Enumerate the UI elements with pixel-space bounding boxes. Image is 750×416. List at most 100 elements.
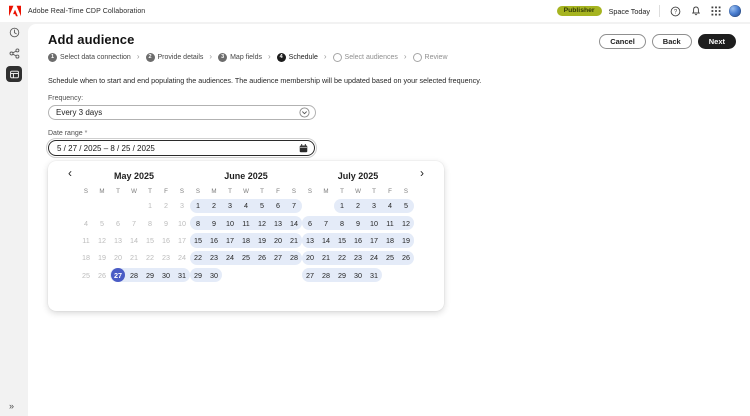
day-cell[interactable]: 9 [206, 214, 222, 231]
day-cell[interactable]: 11 [238, 214, 254, 231]
day-cell: 7 [132, 218, 136, 228]
help-icon[interactable]: ? [669, 5, 682, 18]
sidebar-item-collaborations[interactable] [6, 45, 22, 61]
day-cell[interactable]: 10 [366, 214, 382, 231]
day-cell[interactable]: 20 [270, 232, 286, 249]
day-cell[interactable]: 21 [286, 232, 302, 249]
day-cell[interactable]: 19 [254, 232, 270, 249]
day-cell[interactable]: 11 [382, 214, 398, 231]
day-cell[interactable]: 17 [366, 232, 382, 249]
back-button[interactable]: Back [651, 34, 692, 49]
day-cell[interactable]: 22 [334, 249, 350, 266]
previous-month-button[interactable]: ‹ [68, 166, 72, 180]
day-cell[interactable]: 9 [350, 214, 366, 231]
day-cell[interactable]: 27 [110, 267, 126, 284]
next-month-button[interactable]: › [420, 166, 424, 180]
day-cell: 13 [114, 235, 122, 245]
day-cell[interactable]: 5 [254, 197, 270, 214]
app-switcher-icon[interactable] [709, 5, 722, 18]
day-cell[interactable]: 28 [286, 249, 302, 266]
publisher-badge: Publisher [556, 5, 602, 17]
day-cell[interactable]: 22 [190, 249, 206, 266]
day-cell[interactable]: 1 [190, 197, 206, 214]
day-cell[interactable]: 16 [206, 232, 222, 249]
weekday-header: S [307, 188, 313, 195]
day-cell[interactable]: 18 [238, 232, 254, 249]
sidebar-item-audiences[interactable] [6, 66, 22, 82]
day-cell[interactable]: 8 [190, 214, 206, 231]
step-select-data-connection[interactable]: 1 Select data connection [48, 52, 131, 62]
day-cell[interactable]: 30 [158, 267, 174, 284]
day-cell[interactable]: 25 [382, 249, 398, 266]
day-cell[interactable]: 6 [302, 214, 318, 231]
day-cell[interactable]: 15 [334, 232, 350, 249]
day-cell[interactable]: 29 [190, 267, 206, 284]
day-cell[interactable]: 5 [398, 197, 414, 214]
day-cell[interactable]: 8 [334, 214, 350, 231]
day-cell[interactable]: 29 [334, 267, 350, 284]
day-cell: 24 [178, 253, 186, 263]
frequency-select[interactable]: Every 3 days [48, 105, 316, 120]
day-cell[interactable]: 10 [222, 214, 238, 231]
day-cell[interactable]: 2 [206, 197, 222, 214]
adobe-logo-icon[interactable] [9, 5, 21, 17]
weekday-header: F [276, 188, 280, 195]
day-cell[interactable]: 1 [334, 197, 350, 214]
day-cell[interactable]: 14 [286, 214, 302, 231]
sidebar-expand-button[interactable]: » [9, 401, 15, 411]
day-cell[interactable]: 31 [366, 267, 382, 284]
day-cell[interactable]: 16 [350, 232, 366, 249]
day-cell[interactable]: 30 [350, 267, 366, 284]
day-cell[interactable]: 20 [302, 249, 318, 266]
day-cell[interactable]: 15 [190, 232, 206, 249]
day-cell[interactable]: 17 [222, 232, 238, 249]
day-cell[interactable]: 21 [318, 249, 334, 266]
day-cell[interactable]: 30 [206, 267, 222, 284]
day-cell[interactable]: 6 [270, 197, 286, 214]
day-cell[interactable]: 14 [318, 232, 334, 249]
step-label: Schedule [288, 53, 318, 61]
day-cell[interactable]: 24 [222, 249, 238, 266]
step-map-fields[interactable]: 3 Map fields [218, 52, 262, 62]
day-cell[interactable]: 3 [366, 197, 382, 214]
day-cell[interactable]: 29 [142, 267, 158, 284]
date-range-input[interactable]: 5 / 27 / 2025 – 8 / 25 / 2025 [46, 138, 317, 158]
day-cell[interactable]: 28 [126, 267, 142, 284]
day-cell[interactable]: 13 [302, 232, 318, 249]
day-cell[interactable]: 25 [238, 249, 254, 266]
step-select-audiences[interactable]: Select audiences [332, 52, 398, 62]
day-cell[interactable]: 4 [238, 197, 254, 214]
day-cell[interactable]: 23 [206, 249, 222, 266]
next-button[interactable]: Next [697, 34, 736, 49]
day-cell[interactable]: 31 [174, 267, 190, 284]
day-cell[interactable]: 4 [382, 197, 398, 214]
day-cell-empty [110, 197, 126, 214]
day-cell[interactable]: 18 [382, 232, 398, 249]
day-cell[interactable]: 13 [270, 214, 286, 231]
step-review[interactable]: Review [412, 52, 448, 62]
day-cell[interactable]: 3 [222, 197, 238, 214]
step-provide-details[interactable]: 2 Provide details [145, 52, 203, 62]
day-cell[interactable]: 12 [398, 214, 414, 231]
day-cell[interactable]: 27 [270, 249, 286, 266]
user-avatar[interactable] [729, 5, 741, 17]
day-cell[interactable]: 7 [286, 197, 302, 214]
day-cell[interactable]: 23 [350, 249, 366, 266]
day-cell[interactable]: 28 [318, 267, 334, 284]
day-cell-empty [302, 197, 318, 214]
day-cell[interactable]: 26 [254, 249, 270, 266]
day-cell[interactable]: 12 [254, 214, 270, 231]
notifications-icon[interactable] [689, 5, 702, 18]
step-schedule[interactable]: 4 Schedule [276, 52, 318, 62]
calendar-icon[interactable] [299, 143, 308, 153]
day-cell: 2 [164, 201, 168, 211]
chevron-right-icon: › [209, 51, 213, 61]
sidebar-item-history[interactable] [6, 24, 22, 40]
cancel-button[interactable]: Cancel [599, 34, 646, 49]
day-cell[interactable]: 24 [366, 249, 382, 266]
day-cell[interactable]: 26 [398, 249, 414, 266]
day-cell[interactable]: 2 [350, 197, 366, 214]
day-cell[interactable]: 7 [318, 214, 334, 231]
day-cell[interactable]: 27 [302, 267, 318, 284]
day-cell[interactable]: 19 [398, 232, 414, 249]
